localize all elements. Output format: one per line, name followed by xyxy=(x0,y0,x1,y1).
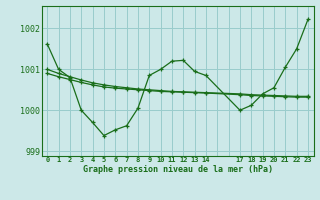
X-axis label: Graphe pression niveau de la mer (hPa): Graphe pression niveau de la mer (hPa) xyxy=(83,165,273,174)
